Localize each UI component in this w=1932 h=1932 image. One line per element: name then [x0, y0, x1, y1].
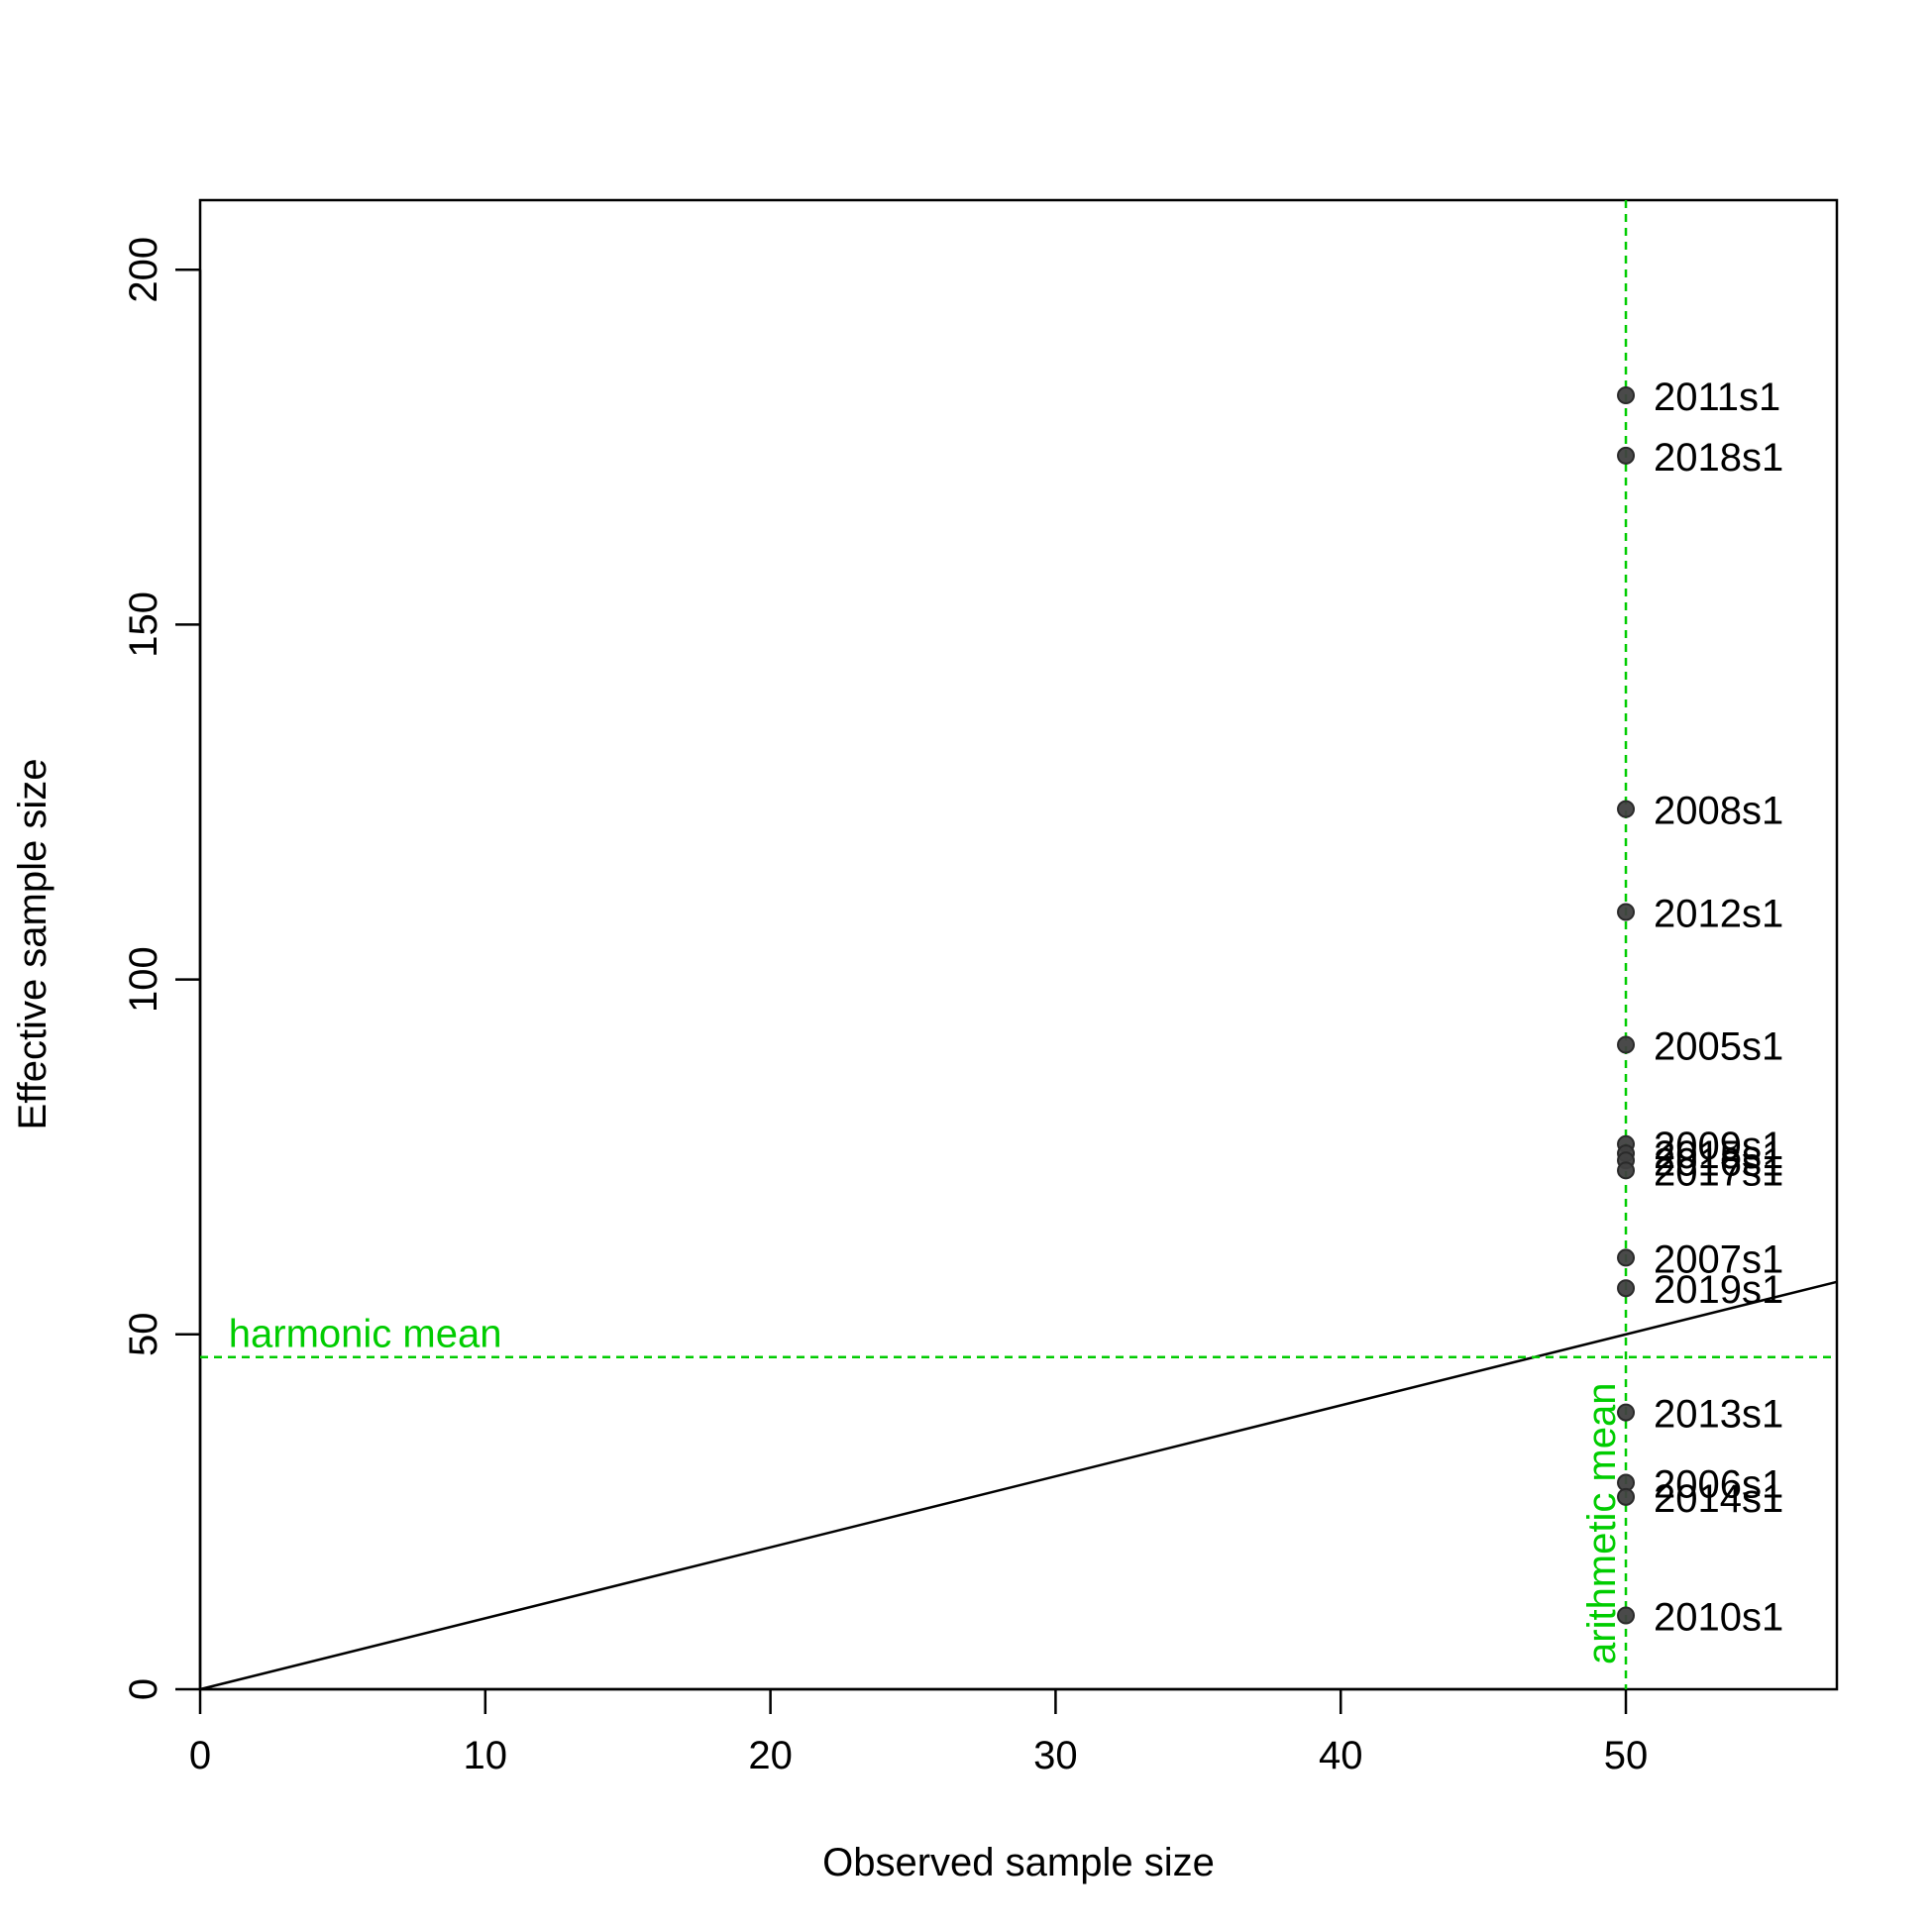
harmonic-mean-label: harmonic mean: [229, 1313, 502, 1356]
data-point-label: 2005s1: [1654, 1025, 1783, 1069]
data-point-label: 2010s1: [1654, 1595, 1783, 1639]
y-tick-label: 100: [122, 946, 165, 1013]
x-tick-label: 0: [189, 1734, 211, 1777]
data-point: [1617, 903, 1636, 921]
y-tick-label: 200: [122, 237, 165, 303]
y-tick-label: 0: [122, 1678, 165, 1700]
x-tick-label: 20: [748, 1734, 793, 1777]
data-point: [1617, 386, 1636, 405]
data-point-label: 2012s1: [1654, 893, 1783, 936]
data-point: [1617, 1248, 1636, 1267]
data-point-label: 2013s1: [1654, 1393, 1783, 1437]
x-tick-label: 10: [464, 1734, 508, 1777]
data-point-label: 2017s1: [1654, 1150, 1783, 1194]
y-tick-label: 50: [122, 1313, 165, 1357]
data-point-label: 2018s1: [1654, 436, 1783, 480]
data-point-label: 2015s1: [1654, 1133, 1783, 1177]
data-point-label: 2008s1: [1654, 790, 1783, 833]
data-point-label: 2006s1: [1654, 1463, 1783, 1507]
reference-lines: harmonic mean arithmetic mean: [199, 200, 1838, 1691]
data-point: [1617, 1403, 1636, 1422]
y-tick-label: 150: [122, 591, 165, 658]
data-point-label: 2014s1: [1654, 1477, 1783, 1521]
data-point: [1617, 446, 1636, 465]
data-point-label: 2016s1: [1654, 1140, 1783, 1184]
data-point: [1617, 800, 1636, 818]
data-point: [1617, 1035, 1636, 1054]
data-point: [1617, 1279, 1636, 1298]
arithmetic-mean-label: arithmetic mean: [1580, 1382, 1624, 1664]
data-point: [1617, 1606, 1636, 1625]
x-tick-label: 50: [1604, 1734, 1649, 1777]
data-point-label: 2009s1: [1654, 1125, 1783, 1168]
identity-line: [199, 1280, 1838, 1691]
data-point-label: 2007s1: [1654, 1237, 1783, 1281]
x-tick-label: 30: [1033, 1734, 1078, 1777]
data-point: [1617, 1161, 1636, 1180]
data-point-label: 2019s1: [1654, 1268, 1783, 1312]
data-point: [1617, 1487, 1636, 1506]
x-axis: 0 10 20 30 40 50: [189, 1687, 1649, 1777]
data-points: 2005s1 2006s1 2007s1 2008s1 2009s1 2010s1 2011…: [1617, 376, 1783, 1639]
y-axis-title: Effective sample size: [11, 759, 54, 1130]
x-axis-title: Observed sample size: [822, 1841, 1215, 1884]
x-tick-label: 40: [1319, 1734, 1363, 1777]
data-point-label: 2011s1: [1654, 376, 1780, 419]
y-axis: 0 50 100 150 200: [122, 237, 202, 1700]
